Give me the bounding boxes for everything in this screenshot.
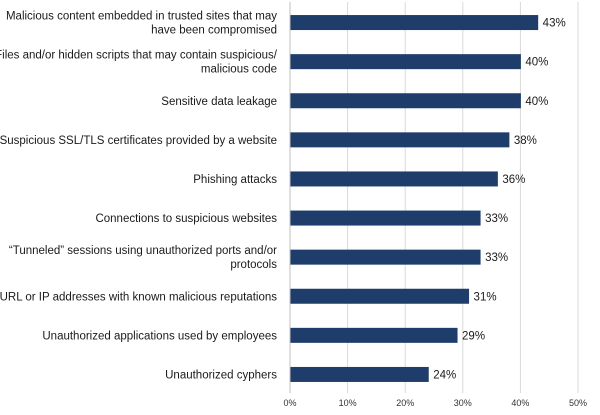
bar bbox=[290, 171, 498, 187]
category-label: Connections to suspicious websites bbox=[95, 213, 277, 225]
bar bbox=[290, 93, 521, 109]
category-label-line: “Tunneled” sessions using unauthorized p… bbox=[9, 245, 277, 257]
data-label: 24% bbox=[433, 369, 456, 381]
category-label: Unauthorized applications used by employ… bbox=[42, 330, 277, 342]
category-label-line: Phishing attacks bbox=[193, 174, 277, 186]
data-label: 38% bbox=[514, 135, 537, 147]
data-label: 40% bbox=[525, 57, 548, 69]
bar bbox=[290, 132, 510, 148]
category-label: Sensitive data leakage bbox=[161, 96, 277, 108]
category-label-line: have been compromised bbox=[151, 25, 277, 37]
category-label: Phishing attacks bbox=[193, 174, 277, 186]
category-label-line: Sensitive data leakage bbox=[161, 96, 277, 108]
category-label: Files and/or hidden scripts that may con… bbox=[0, 50, 278, 76]
category-label-line: protocols bbox=[230, 259, 277, 271]
category-labels: Malicious content embedded in trusted si… bbox=[0, 11, 278, 382]
x-tick-label: 10% bbox=[339, 398, 357, 408]
category-label: “Tunneled” sessions using unauthorized p… bbox=[9, 245, 277, 271]
x-tick-label: 30% bbox=[454, 398, 472, 408]
bar bbox=[290, 15, 539, 31]
x-tick-label: 0% bbox=[283, 398, 296, 408]
data-label: 36% bbox=[502, 174, 525, 186]
data-label: 29% bbox=[462, 330, 485, 342]
data-label: 43% bbox=[543, 18, 566, 30]
data-label: 33% bbox=[485, 213, 508, 225]
category-label-line: Suspicious SSL/TLS certificates provided… bbox=[0, 135, 277, 147]
bar bbox=[290, 288, 470, 304]
category-label-line: Unauthorized cyphers bbox=[165, 369, 277, 381]
x-axis-ticks: 0% 10% 20% 30% 40% 50% bbox=[283, 398, 587, 408]
bar bbox=[290, 210, 481, 226]
bar bbox=[290, 54, 521, 70]
bar bbox=[290, 327, 458, 343]
x-tick-label: 40% bbox=[511, 398, 529, 408]
category-label: URL or IP addresses with known malicious… bbox=[0, 291, 277, 303]
x-tick-label: 50% bbox=[569, 398, 587, 408]
data-label: 40% bbox=[525, 96, 548, 108]
category-label-line: Malicious content embedded in trusted si… bbox=[6, 11, 277, 23]
value-labels: 43% 40% 40% 38% 36% 33% 33% 31% 29% 24% bbox=[433, 18, 565, 382]
data-label: 31% bbox=[474, 291, 497, 303]
bars bbox=[290, 15, 539, 382]
category-label-line: URL or IP addresses with known malicious… bbox=[0, 291, 277, 303]
category-label: Suspicious SSL/TLS certificates provided… bbox=[0, 135, 277, 147]
bar bbox=[290, 366, 429, 382]
category-label: Unauthorized cyphers bbox=[165, 369, 277, 381]
category-label: Malicious content embedded in trusted si… bbox=[6, 11, 277, 37]
category-label-line: malicious code bbox=[201, 64, 277, 76]
category-label-line: Unauthorized applications used by employ… bbox=[42, 330, 277, 342]
category-label-line: Files and/or hidden scripts that may con… bbox=[0, 50, 278, 62]
bar bbox=[290, 249, 481, 265]
data-label: 33% bbox=[485, 252, 508, 264]
x-tick-label: 20% bbox=[396, 398, 414, 408]
category-label-line: Connections to suspicious websites bbox=[95, 213, 277, 225]
